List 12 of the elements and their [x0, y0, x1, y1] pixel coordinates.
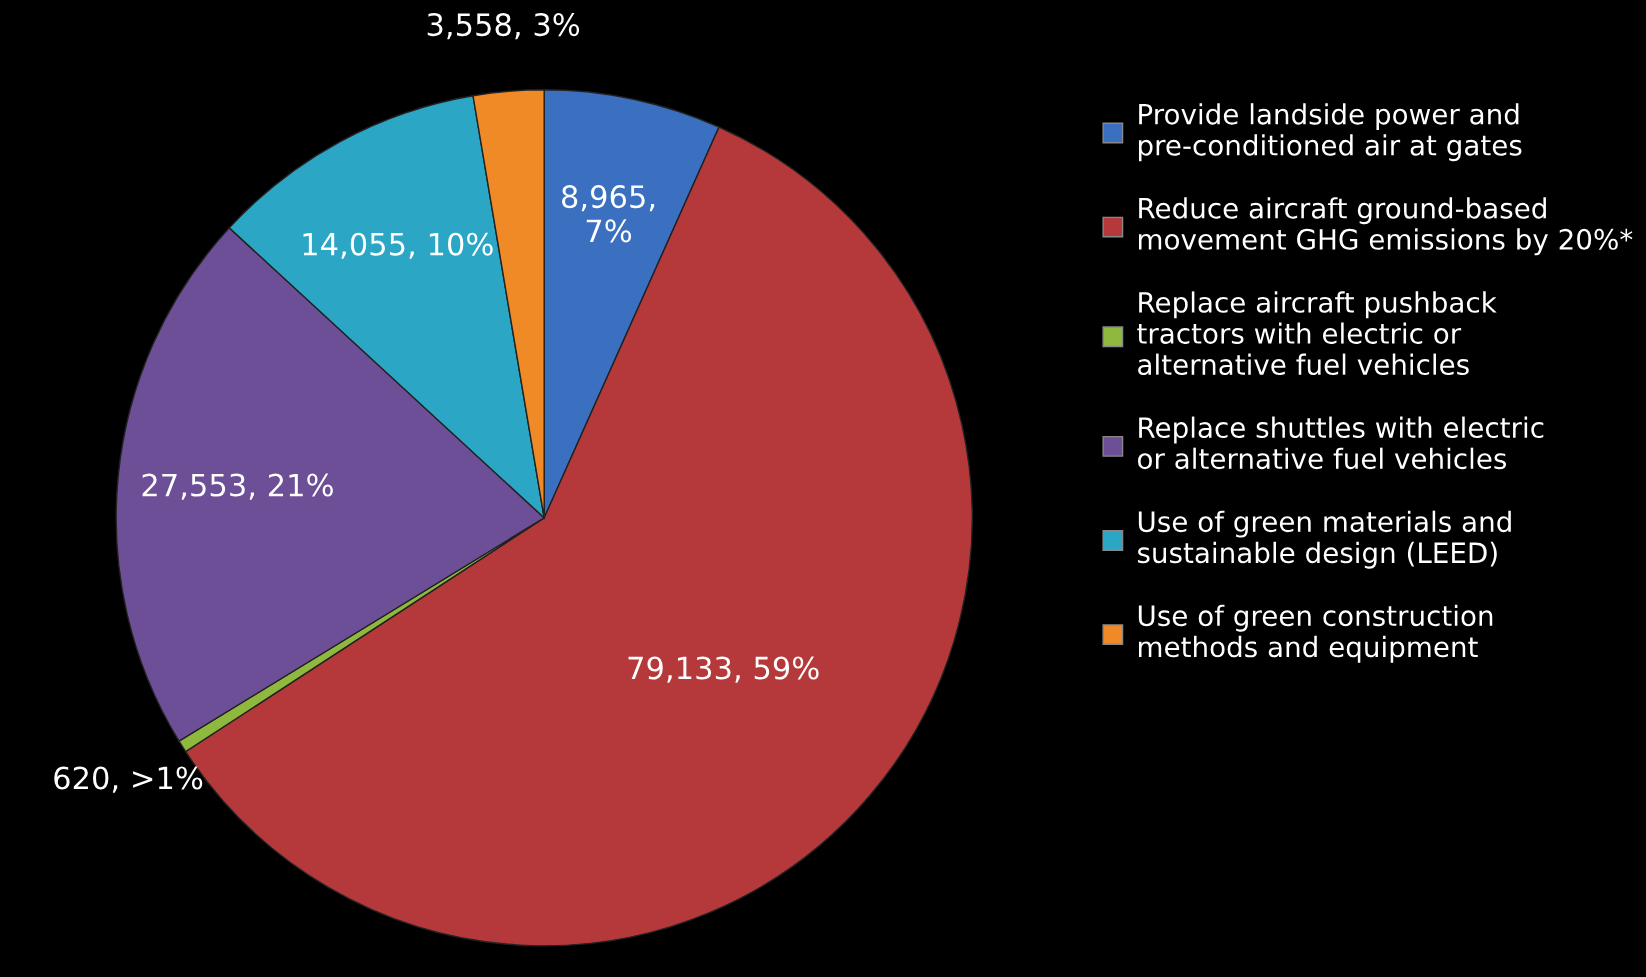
data-label: 620, >1%: [54, 766, 203, 793]
legend-label: Use of green materials and sustainable design (LEED): [1137, 510, 1511, 569]
data-label: 27,553, 21%: [142, 473, 333, 500]
data-label: 79,133, 59%: [628, 656, 819, 683]
legend-label: Provide landside power and pre-conditioned air at gates: [1138, 103, 1522, 162]
legend-label: Replace shuttles with electric or alternative fuel vehicles: [1138, 416, 1544, 470]
legend-label: Use of green construction methods and equipment: [1138, 604, 1493, 663]
data-label: 3,558, 3%: [427, 13, 580, 40]
data-label: 8,965, 7%: [562, 185, 655, 243]
data-label: 14,055, 10%: [303, 232, 493, 259]
legend-label: Reduce aircraft ground-based movement GHG emissions by 20%*: [1138, 197, 1633, 256]
legend-label: Replace aircraft pushback tractors with electric or alternative fuel vehicles: [1137, 291, 1497, 376]
